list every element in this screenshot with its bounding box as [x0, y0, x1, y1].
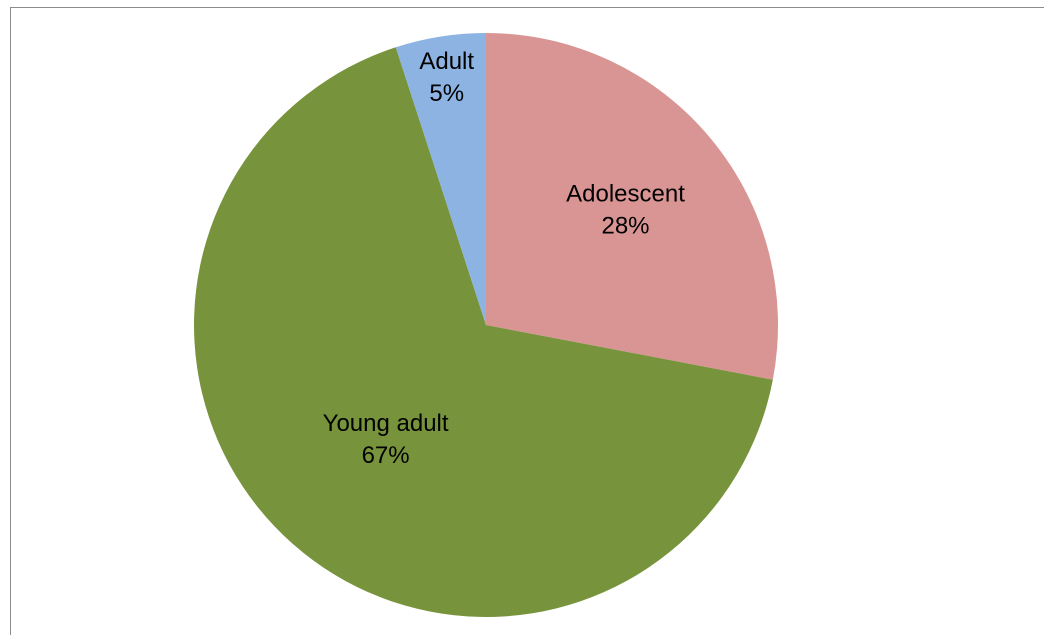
pie-slice-adult	[395, 33, 486, 325]
slice-percent-young-adult: 67%	[362, 442, 410, 469]
slice-percent-adolescent: 28%	[601, 213, 649, 240]
slice-label-adolescent: Adolescent	[566, 181, 685, 208]
pie-labels: Adolescent 28% Young adult 67% Adult 5%	[323, 48, 686, 469]
pie-slices	[194, 33, 779, 617]
pie-slice-adolescent	[486, 33, 779, 380]
pie-slice-young-adult	[194, 47, 773, 617]
slice-label-adult: Adult	[419, 48, 474, 75]
slice-percent-adult: 5%	[429, 80, 464, 107]
slice-label-young-adult: Young adult	[323, 410, 449, 437]
